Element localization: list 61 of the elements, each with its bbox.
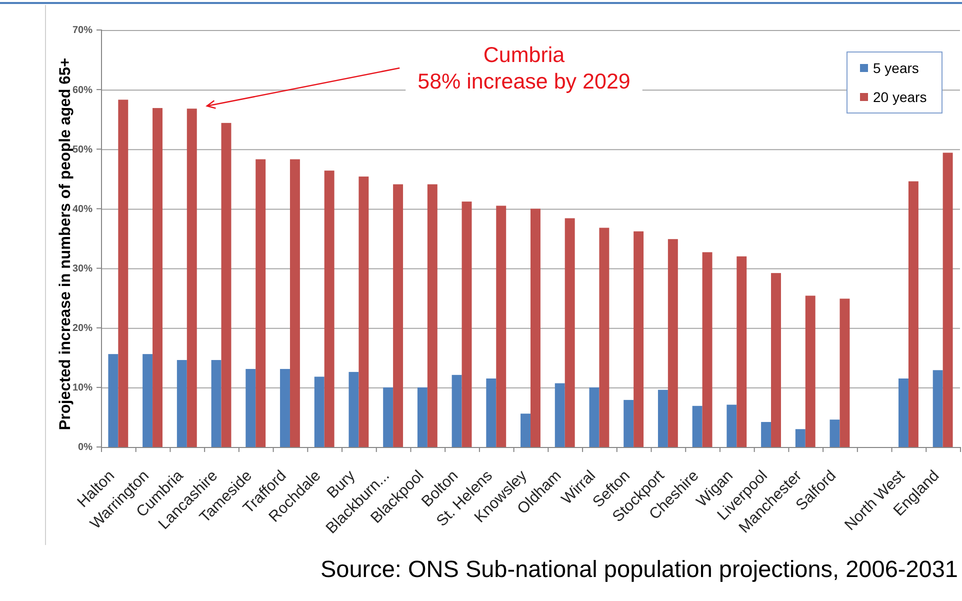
bar — [324, 170, 334, 447]
y-tick-label: 70% — [72, 25, 93, 36]
bar — [452, 374, 462, 447]
bar — [108, 354, 118, 447]
bar — [142, 354, 153, 447]
bar — [280, 368, 290, 447]
bar — [634, 231, 644, 447]
bar — [932, 370, 943, 447]
bar — [358, 176, 369, 447]
bar — [118, 100, 128, 447]
bar — [427, 184, 438, 447]
bar — [348, 372, 359, 447]
y-tick-label: 50% — [72, 144, 93, 156]
bar — [761, 422, 772, 447]
bar — [176, 360, 187, 447]
y-axis-title: Projected increase in numbers of people aged 65+ — [57, 58, 74, 430]
y-tick-label: 10% — [72, 382, 93, 394]
source-note: Source: ONS Sub-national population projections, 2006-2031 — [320, 556, 958, 582]
bar — [211, 360, 222, 447]
legend-label: 5 years — [873, 60, 919, 76]
bar — [942, 152, 953, 447]
y-tick-label: 30% — [72, 263, 93, 274]
bar — [840, 298, 850, 447]
bar — [314, 376, 324, 447]
bar — [589, 387, 600, 447]
bar — [692, 406, 702, 447]
bar — [393, 184, 404, 447]
bar — [564, 218, 575, 447]
bar — [736, 256, 747, 447]
legend-label: 20 years — [873, 89, 927, 105]
bar — [908, 181, 918, 447]
y-tick-label: 40% — [72, 204, 93, 215]
y-tick-label: 60% — [72, 84, 93, 96]
bar — [520, 414, 530, 447]
bar — [554, 383, 565, 447]
bar — [702, 252, 712, 447]
bar — [805, 296, 816, 447]
bar — [383, 387, 394, 447]
bar — [624, 400, 634, 447]
bar — [462, 202, 472, 447]
bar — [668, 239, 678, 447]
bar — [496, 206, 506, 447]
bar — [599, 228, 610, 447]
bar — [771, 273, 781, 447]
bar — [417, 387, 428, 447]
bar — [256, 159, 266, 447]
y-tick-label: 0% — [78, 442, 93, 454]
bar — [898, 378, 908, 447]
bar — [726, 404, 737, 447]
bar — [246, 368, 256, 447]
bar — [658, 390, 668, 447]
bar — [290, 159, 300, 447]
bar — [186, 108, 197, 447]
bar — [221, 122, 232, 447]
bar — [530, 208, 540, 447]
annotation: Cumbria 58% increase by 2029 — [418, 43, 630, 94]
bar — [830, 420, 840, 447]
bar — [486, 378, 496, 447]
y-tick-label: 20% — [72, 323, 93, 334]
bar — [152, 108, 163, 447]
bar — [795, 429, 806, 447]
